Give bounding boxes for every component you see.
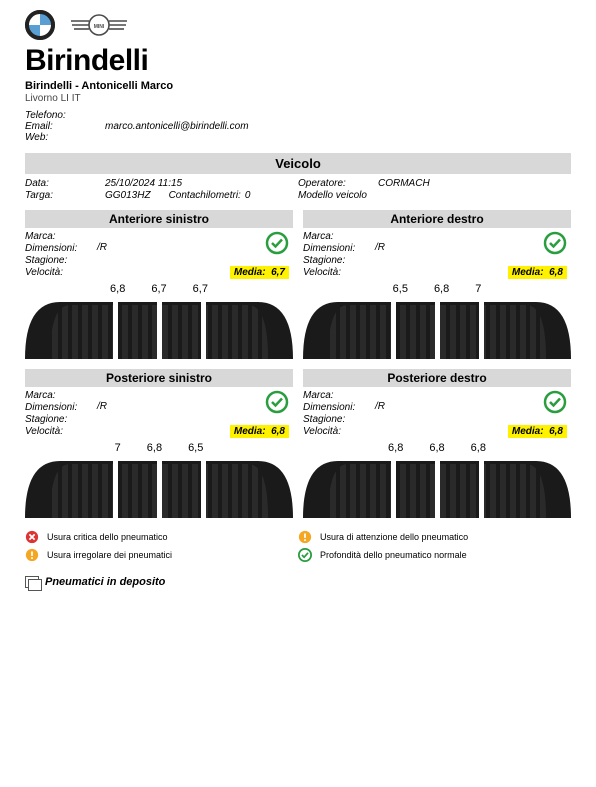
stagione-label: Stagione: xyxy=(303,255,375,266)
operatore-label: Operatore: xyxy=(298,178,378,189)
media-value: 6,8 xyxy=(549,267,563,278)
tire-title: Posteriore sinistro xyxy=(25,369,293,387)
stagione-label: Stagione: xyxy=(25,255,97,266)
m3: 6,5 xyxy=(188,442,203,454)
tire-image xyxy=(303,456,571,518)
contachilometri-label: Contachilometri: xyxy=(169,190,241,201)
dimensioni-value: /R xyxy=(375,401,385,412)
velocita-label: Velocità: xyxy=(25,426,97,437)
media-label: Media: xyxy=(234,267,266,278)
legend: Usura critica dello pneumatico Usura di … xyxy=(25,530,571,566)
m2: 6,7 xyxy=(151,283,166,295)
data-value: 25/10/2024 11:15 xyxy=(105,178,182,189)
marca-label: Marca: xyxy=(25,390,97,401)
media-value: 6,8 xyxy=(271,426,285,437)
m2: 6,8 xyxy=(147,442,162,454)
telefono-label: Telefono: xyxy=(25,110,105,121)
dimensioni-value: /R xyxy=(375,242,385,253)
status-ok-icon xyxy=(543,231,567,255)
dimensioni-value: /R xyxy=(97,242,107,253)
targa-value: GG013HZ xyxy=(105,190,151,201)
tire-image xyxy=(303,297,571,359)
attention-icon xyxy=(298,530,312,544)
m1: 6,8 xyxy=(388,442,403,454)
tire-grid: Anteriore sinistro Marca: Dimensioni: St… xyxy=(25,210,571,518)
media-value: 6,8 xyxy=(549,426,563,437)
status-ok-icon xyxy=(543,390,567,414)
m3: 7 xyxy=(475,283,481,295)
stagione-label: Stagione: xyxy=(303,414,375,425)
deposit-label: Pneumatici in deposito xyxy=(45,576,165,588)
email-value: marco.antonicelli@birindelli.com xyxy=(105,121,249,132)
deposit-box-icon xyxy=(25,576,39,588)
dealer-name: Birindelli xyxy=(25,44,571,78)
web-label: Web: xyxy=(25,132,105,143)
targa-label: Targa: xyxy=(25,190,105,201)
data-label: Data: xyxy=(25,178,105,189)
dealer-subtitle: Birindelli - Antonicelli Marco xyxy=(25,80,571,92)
svg-text:MINI: MINI xyxy=(94,24,105,30)
contachilometri-value: 0 xyxy=(245,190,251,201)
critical-icon xyxy=(25,530,39,544)
m2: 6,8 xyxy=(434,283,449,295)
vehicle-section-title: Veicolo xyxy=(25,153,571,174)
m3: 6,8 xyxy=(471,442,486,454)
m1: 6,5 xyxy=(393,283,408,295)
tire-card-front-right: Anteriore destro Marca: Dimensioni: Stag… xyxy=(303,210,571,359)
mini-logo-icon: MINI xyxy=(69,10,129,40)
media-label: Media: xyxy=(234,426,266,437)
marca-label: Marca: xyxy=(303,231,375,242)
email-label: Email: xyxy=(25,121,105,132)
legend-attention-label: Usura di attenzione dello pneumatico xyxy=(320,532,468,542)
irregular-icon xyxy=(25,548,39,562)
m2: 6,8 xyxy=(429,442,444,454)
stagione-label: Stagione: xyxy=(25,414,97,425)
m3: 6,7 xyxy=(193,283,208,295)
bmw-logo-icon xyxy=(25,10,55,40)
tire-title: Posteriore destro xyxy=(303,369,571,387)
media-label: Media: xyxy=(512,267,544,278)
m1: 7 xyxy=(115,442,121,454)
operatore-value: CORMACH xyxy=(378,178,430,189)
deposit-row: Pneumatici in deposito xyxy=(25,576,571,588)
status-ok-icon xyxy=(265,390,289,414)
velocita-label: Velocità: xyxy=(25,267,97,278)
vehicle-info: Data: 25/10/2024 11:15 Targa: GG013HZ Co… xyxy=(25,178,571,202)
dimensioni-label: Dimensioni: xyxy=(25,243,97,254)
tire-card-rear-left: Posteriore sinistro Marca: Dimensioni: S… xyxy=(25,369,293,518)
marca-label: Marca: xyxy=(25,231,97,242)
tire-title: Anteriore sinistro xyxy=(25,210,293,228)
header-logos: MINI xyxy=(25,10,571,40)
tire-image xyxy=(25,456,293,518)
status-ok-icon xyxy=(265,231,289,255)
legend-irregular-label: Usura irregolare dei pneumatici xyxy=(47,550,172,560)
tire-card-front-left: Anteriore sinistro Marca: Dimensioni: St… xyxy=(25,210,293,359)
modello-label: Modello veicolo xyxy=(298,190,367,201)
media-label: Media: xyxy=(512,426,544,437)
tire-image xyxy=(25,297,293,359)
marca-label: Marca: xyxy=(303,390,375,401)
velocita-label: Velocità: xyxy=(303,426,375,437)
normal-icon xyxy=(298,548,312,562)
tire-card-rear-right: Posteriore destro Marca: Dimensioni: Sta… xyxy=(303,369,571,518)
dealer-location: Livorno LI IT xyxy=(25,93,571,104)
legend-critical-label: Usura critica dello pneumatico xyxy=(47,532,168,542)
dimensioni-label: Dimensioni: xyxy=(303,402,375,413)
media-value: 6,7 xyxy=(271,267,285,278)
velocita-label: Velocità: xyxy=(303,267,375,278)
dimensioni-value: /R xyxy=(97,401,107,412)
contact-block: Telefono: Email:marco.antonicelli@birind… xyxy=(25,110,571,143)
m1: 6,8 xyxy=(110,283,125,295)
legend-normal-label: Profondità dello pneumatico normale xyxy=(320,550,467,560)
dimensioni-label: Dimensioni: xyxy=(303,243,375,254)
tire-title: Anteriore destro xyxy=(303,210,571,228)
dimensioni-label: Dimensioni: xyxy=(25,402,97,413)
